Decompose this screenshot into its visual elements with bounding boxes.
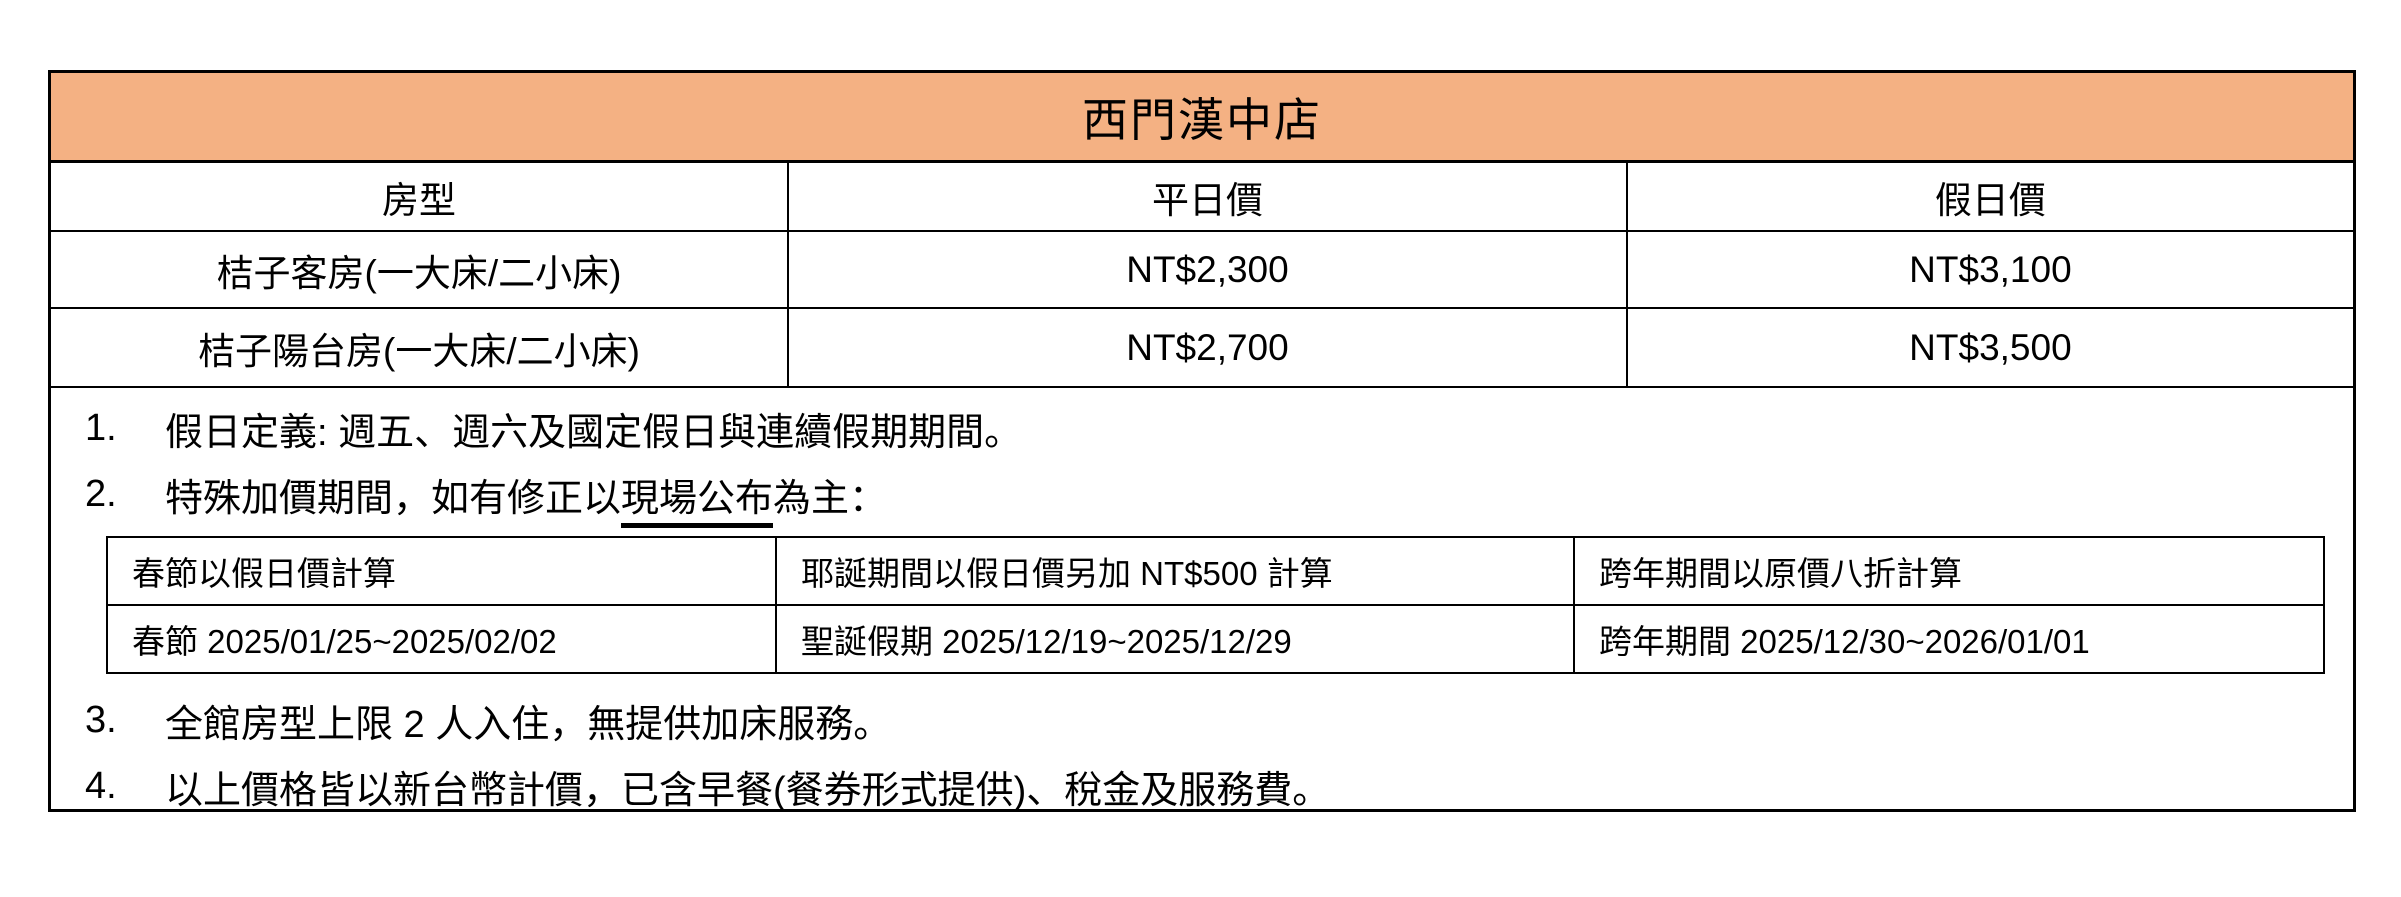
room-name-cell: 桔子客房(一大床/二小床) [51, 232, 790, 309]
newyear-rule-cell: 跨年期間以原價八折計算 [1573, 536, 2325, 606]
note-number: 2. [85, 472, 117, 515]
col-header-holiday-price: 假日價 [1627, 163, 2353, 232]
note-number: 3. [85, 698, 117, 741]
store-title: 西門漢中店 [1082, 93, 1322, 146]
table-row: 春節以假日價計算 耶誕期間以假日價另加 NT$500 計算 跨年期間以原價八折計… [106, 536, 2325, 606]
note-text: 假日定義: 週五、週六及國定假日與連續假期期間。 [165, 411, 1023, 454]
weekday-price-cell: NT$2,700 [789, 309, 1628, 386]
spring-festival-dates-cell: 春節 2025/01/25~2025/02/02 [106, 604, 777, 674]
christmas-rule-cell: 耶誕期間以假日價另加 NT$500 計算 [775, 536, 1575, 606]
col-header-room-type: 房型 [51, 163, 790, 232]
note-text: 以上價格皆以新台幣計價，已含早餐(餐券形式提供)、稅金及服務費。 [165, 769, 1331, 812]
note-text-before: 特殊加價期間，如有修正以 [165, 477, 622, 520]
col-header-weekday-price: 平日價 [789, 163, 1628, 232]
holiday-price-cell: NT$3,100 [1627, 232, 2353, 309]
note-text: 特殊加價期間，如有修正以現場公布為主： [165, 467, 888, 528]
note-text-after: 為主： [773, 477, 888, 520]
special-pricing-table: 春節以假日價計算 耶誕期間以假日價另加 NT$500 計算 跨年期間以原價八折計… [106, 536, 2325, 674]
note-item-1: 1. 假日定義: 週五、週六及國定假日與連續假期期間。 [51, 400, 2353, 456]
note-text: 全館房型上限 2 人入住，無提供加床服務。 [165, 703, 892, 746]
spring-festival-rule-cell: 春節以假日價計算 [106, 536, 777, 606]
room-name-cell: 桔子陽台房(一大床/二小床) [51, 309, 790, 386]
note-item-3: 3. 全館房型上限 2 人入住，無提供加床服務。 [51, 692, 2353, 748]
newyear-dates-cell: 跨年期間 2025/12/30~2026/01/01 [1573, 604, 2325, 674]
note-number: 1. [85, 406, 117, 449]
hotel-price-table: 西門漢中店 房型 平日價 假日價 桔子客房(一大床/二小床) NT$2,300 … [48, 70, 2356, 812]
notes-section: 1. 假日定義: 週五、週六及國定假日與連續假期期間。 2. 特殊加價期間，如有… [51, 388, 2353, 814]
table-row: 春節 2025/01/25~2025/02/02 聖誕假期 2025/12/19… [106, 604, 2325, 674]
holiday-price-cell: NT$3,500 [1909, 326, 2072, 368]
note-number: 4. [85, 764, 117, 807]
price-grid: 房型 平日價 假日價 桔子客房(一大床/二小床) NT$2,300 NT$3,1… [51, 163, 2353, 388]
christmas-dates-cell: 聖誕假期 2025/12/19~2025/12/29 [775, 604, 1575, 674]
note-item-2: 2. 特殊加價期間，如有修正以現場公布為主： [51, 466, 2353, 528]
weekday-price-cell: NT$2,300 [789, 232, 1628, 309]
note-item-4: 4. 以上價格皆以新台幣計價，已含早餐(餐券形式提供)、稅金及服務費。 [51, 758, 2353, 814]
note-text-underlined: 現場公布 [621, 477, 774, 528]
store-title-bar: 西門漢中店 [51, 73, 2353, 163]
